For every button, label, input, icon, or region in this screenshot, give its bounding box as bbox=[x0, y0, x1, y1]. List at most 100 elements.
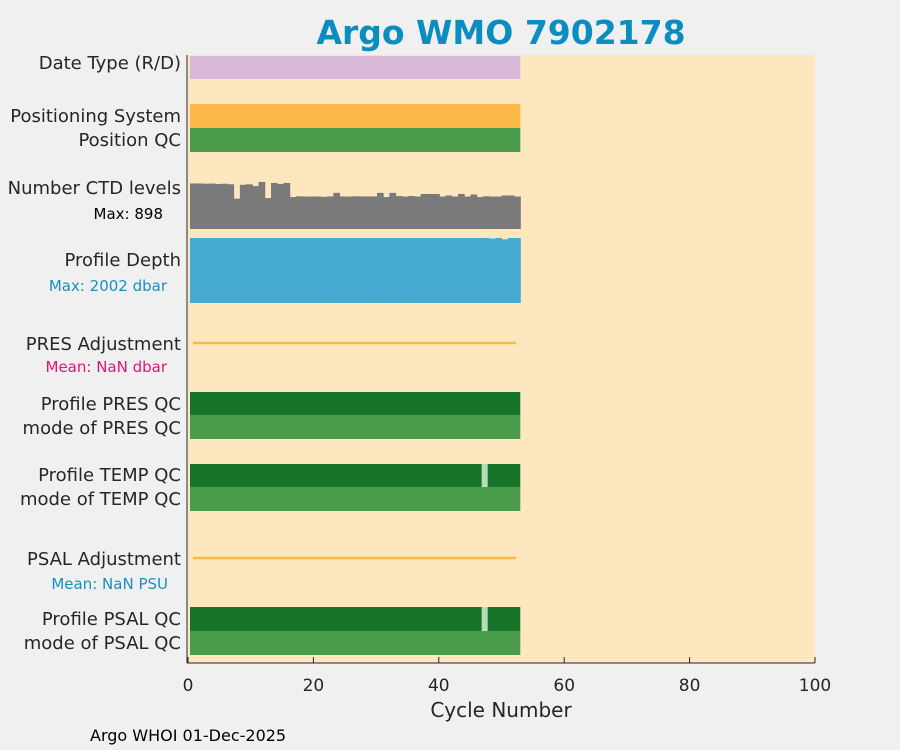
hist-bar bbox=[495, 196, 503, 229]
row-label: Position QC bbox=[78, 130, 181, 151]
hist-bar bbox=[295, 196, 303, 229]
hist-bar bbox=[352, 238, 359, 303]
row-label: mode of TEMP QC bbox=[20, 489, 181, 510]
hist-bar bbox=[277, 238, 284, 303]
hist-bar bbox=[295, 238, 303, 303]
row-label: Date Type (R/D) bbox=[39, 53, 181, 74]
hist-bar bbox=[358, 238, 366, 303]
x-tick-label: 0 bbox=[183, 676, 194, 696]
hist-bar bbox=[364, 238, 372, 303]
hist-bar bbox=[227, 184, 235, 229]
hist-bar bbox=[470, 238, 478, 303]
hist-bar bbox=[464, 196, 471, 229]
hist-bar bbox=[514, 238, 521, 303]
status-band bbox=[190, 607, 521, 631]
footer-credit: Argo WHOI 01-Dec-2025 bbox=[90, 726, 286, 745]
row-sublabel: Max: 2002 dbar bbox=[49, 277, 168, 295]
hist-bar bbox=[289, 238, 297, 303]
row-label: Profile PRES QC bbox=[41, 394, 181, 415]
status-band bbox=[190, 631, 521, 655]
chart-marks bbox=[190, 56, 521, 655]
hist-bar bbox=[501, 195, 509, 229]
hist-bar bbox=[333, 192, 341, 229]
x-tick-label: 60 bbox=[553, 676, 575, 696]
row-label: Number CTD levels bbox=[8, 178, 181, 199]
hist-bar bbox=[264, 238, 272, 303]
hist-bar bbox=[364, 196, 372, 229]
hist-bar bbox=[408, 238, 415, 303]
x-tick-label: 80 bbox=[679, 676, 701, 696]
hist-bar bbox=[376, 238, 384, 303]
hist-bar bbox=[246, 184, 253, 229]
x-axis-label: Cycle Number bbox=[430, 698, 572, 722]
hist-bar bbox=[489, 196, 496, 229]
hist-bar bbox=[408, 196, 415, 229]
hist-bar bbox=[376, 192, 384, 229]
hist-bar bbox=[420, 238, 428, 303]
hist-bar bbox=[283, 238, 291, 303]
hist-bar bbox=[190, 238, 197, 303]
row-sublabel: Mean: NaN dbar bbox=[46, 358, 168, 376]
hist-bar bbox=[464, 238, 471, 303]
status-band bbox=[190, 392, 521, 415]
hist-bar bbox=[277, 183, 284, 229]
hist-bar bbox=[389, 192, 397, 229]
hist-bar bbox=[514, 196, 521, 229]
hist-bar bbox=[271, 238, 278, 303]
hist-bar bbox=[246, 238, 253, 303]
hist-bar bbox=[208, 183, 216, 229]
hist-bar bbox=[395, 196, 403, 229]
hist-bar bbox=[395, 238, 403, 303]
hist-bar bbox=[214, 183, 222, 229]
hist-bar bbox=[239, 184, 247, 229]
hist-bar bbox=[476, 238, 484, 303]
status-band bbox=[190, 415, 521, 439]
hist-bar bbox=[320, 238, 328, 303]
hist-bar bbox=[190, 183, 197, 229]
row-label: Positioning System bbox=[10, 106, 181, 127]
hist-bar bbox=[426, 238, 434, 303]
hist-bar bbox=[196, 183, 203, 229]
hist-bar bbox=[339, 196, 347, 229]
hist-bar bbox=[470, 194, 478, 229]
hist-bar bbox=[433, 238, 440, 303]
hist-bar bbox=[327, 238, 334, 303]
x-axis: 0 20 40 60 80 100 bbox=[183, 55, 831, 696]
hist-bar bbox=[414, 238, 422, 303]
hist-bar bbox=[370, 238, 378, 303]
row-label: Profile PSAL QC bbox=[42, 609, 181, 630]
row-label: PRES Adjustment bbox=[26, 334, 181, 355]
hist-bar bbox=[383, 197, 390, 229]
hist-bar bbox=[439, 238, 447, 303]
status-band bbox=[190, 487, 521, 511]
hist-bar bbox=[289, 197, 297, 229]
hist-bar bbox=[239, 238, 247, 303]
hist-bar bbox=[214, 238, 222, 303]
hist-bar bbox=[445, 195, 453, 229]
row-sublabel: Mean: NaN PSU bbox=[51, 575, 168, 593]
hist-bar bbox=[451, 196, 459, 229]
row-label: PSAL Adjustment bbox=[27, 549, 181, 570]
hist-bar bbox=[302, 196, 309, 229]
hist-bar bbox=[327, 196, 334, 229]
hist-bar bbox=[314, 238, 322, 303]
hist-bar bbox=[433, 193, 440, 229]
hist-bar bbox=[501, 239, 509, 303]
hist-bar bbox=[482, 238, 490, 303]
hist-bar bbox=[258, 238, 266, 303]
hist-bar bbox=[401, 238, 409, 303]
hist-bar bbox=[196, 238, 203, 303]
x-tick-label: 20 bbox=[303, 676, 325, 696]
hist-bar bbox=[258, 182, 266, 229]
hist-bar bbox=[208, 238, 216, 303]
qc-gap-mark bbox=[481, 464, 488, 487]
hist-bar bbox=[352, 196, 359, 229]
hist-bar bbox=[221, 238, 228, 303]
row-label: mode of PSAL QC bbox=[24, 633, 181, 654]
status-band bbox=[190, 104, 521, 128]
x-tick-label: 40 bbox=[428, 676, 450, 696]
hist-bar bbox=[233, 198, 241, 229]
hist-bar bbox=[507, 238, 515, 303]
hist-bar bbox=[358, 196, 366, 229]
